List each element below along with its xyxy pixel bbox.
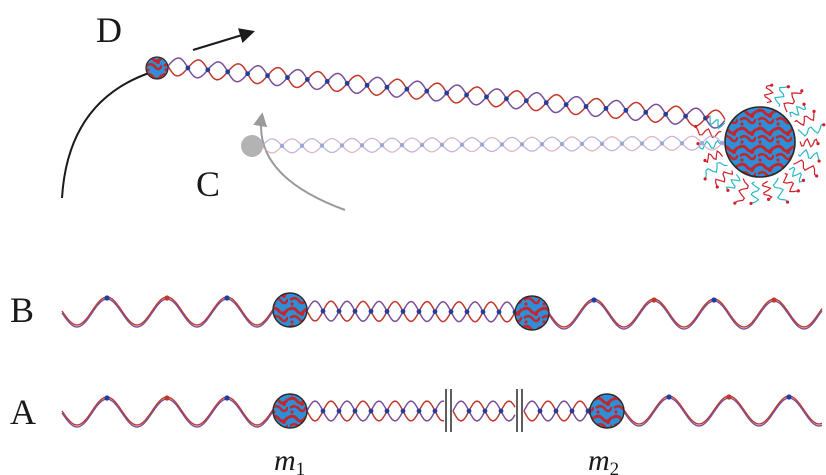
state-b-group: B — [10, 290, 823, 331]
particle-ball-b-left — [272, 292, 308, 328]
double-helix-strand-b — [61, 295, 823, 330]
small-particle-ball-d — [145, 56, 169, 80]
label-m1: m1 — [274, 444, 305, 475]
label-m2: m2 — [588, 444, 619, 475]
label-c: C — [196, 164, 220, 204]
label-m2-symbol: m — [588, 444, 610, 475]
double-helix-strand-c — [261, 135, 725, 154]
break-mark-left — [445, 389, 452, 432]
particle-ball-a-right — [589, 393, 625, 429]
particle-ball-b-right — [514, 295, 550, 331]
trajectory-curve-c — [253, 112, 346, 211]
label-d: D — [96, 10, 122, 50]
state-c-group: C — [196, 112, 725, 211]
label-m1-symbol: m — [274, 444, 296, 475]
double-helix-strand-a — [61, 394, 823, 428]
state-a-group: A m1 m2 — [10, 389, 823, 475]
ghost-particle-ball-c — [241, 135, 263, 157]
label-b: B — [10, 290, 34, 330]
label-m1-subscript: 1 — [296, 459, 306, 475]
trajectory-curve-d — [61, 71, 153, 199]
particle-ball-a-left — [272, 393, 308, 429]
label-m2-subscript: 2 — [610, 459, 620, 475]
label-a: A — [10, 392, 36, 432]
break-mark-right — [516, 389, 523, 432]
direction-arrow-d — [192, 28, 255, 52]
emission-rays — [694, 83, 826, 206]
state-d-group: D — [61, 10, 826, 206]
large-particle-ball — [724, 106, 796, 178]
double-helix-strand-d — [167, 57, 726, 129]
